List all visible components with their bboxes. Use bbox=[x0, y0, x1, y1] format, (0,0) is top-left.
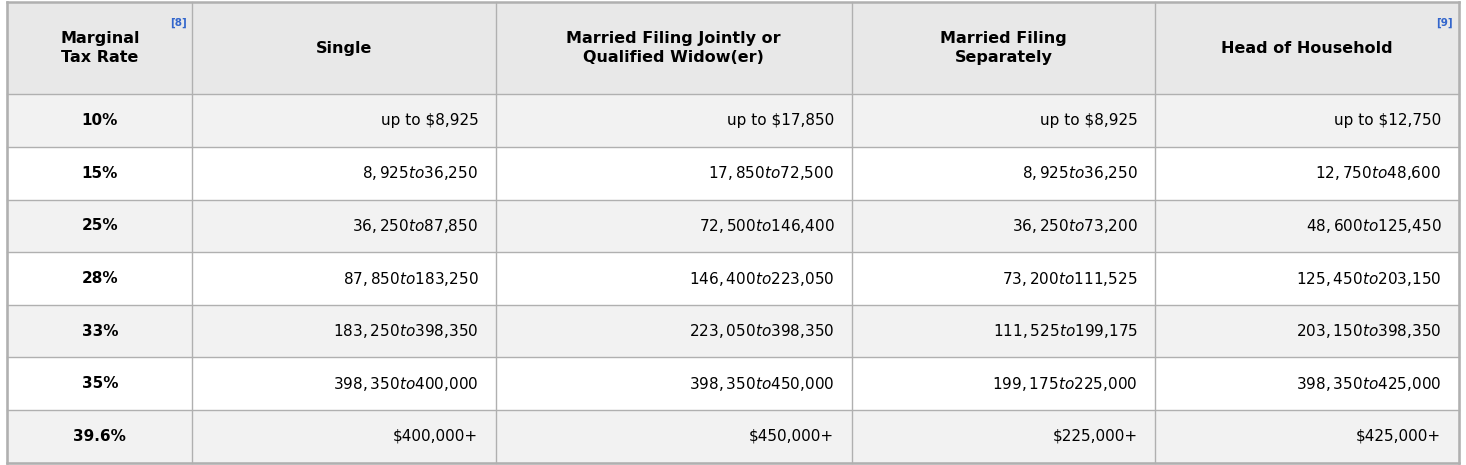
Bar bbox=[192, 94, 496, 147]
Text: [8]: [8] bbox=[170, 18, 186, 28]
Bar bbox=[852, 94, 1155, 147]
Text: $72,500 to $146,400: $72,500 to $146,400 bbox=[699, 217, 834, 235]
Text: $225,000+: $225,000+ bbox=[1053, 429, 1138, 444]
Bar bbox=[192, 199, 496, 252]
Bar bbox=[496, 199, 852, 252]
Text: $17,850 to $72,500: $17,850 to $72,500 bbox=[708, 164, 834, 182]
Text: $223,050 to $398,350: $223,050 to $398,350 bbox=[689, 322, 834, 340]
Text: [9]: [9] bbox=[1437, 18, 1453, 28]
Text: 15%: 15% bbox=[82, 166, 117, 181]
Text: 10%: 10% bbox=[82, 113, 117, 128]
Text: $400,000+: $400,000+ bbox=[393, 429, 478, 444]
Text: 33%: 33% bbox=[82, 324, 119, 339]
Bar bbox=[496, 252, 852, 305]
Text: $398,350 to $400,000: $398,350 to $400,000 bbox=[333, 375, 478, 393]
Text: $398,350 to $450,000: $398,350 to $450,000 bbox=[689, 375, 834, 393]
Bar bbox=[7, 94, 192, 147]
Text: $425,000+: $425,000+ bbox=[1356, 429, 1441, 444]
Bar bbox=[192, 2, 496, 94]
Bar bbox=[496, 147, 852, 199]
Bar bbox=[496, 94, 852, 147]
Bar bbox=[1155, 2, 1459, 94]
Bar bbox=[7, 2, 192, 94]
Bar bbox=[192, 147, 496, 199]
Bar bbox=[1155, 252, 1459, 305]
Bar bbox=[1155, 305, 1459, 358]
Text: Head of Household: Head of Household bbox=[1221, 41, 1393, 56]
Text: $8,925 to $36,250: $8,925 to $36,250 bbox=[362, 164, 478, 182]
Text: $36,250 to $73,200: $36,250 to $73,200 bbox=[1012, 217, 1138, 235]
Bar bbox=[192, 410, 496, 463]
Bar bbox=[7, 252, 192, 305]
Text: Single: Single bbox=[315, 41, 372, 56]
Text: $450,000+: $450,000+ bbox=[749, 429, 834, 444]
Bar bbox=[1155, 358, 1459, 410]
Bar bbox=[7, 199, 192, 252]
Text: $125,450 to $203,150: $125,450 to $203,150 bbox=[1296, 270, 1441, 287]
Bar bbox=[192, 358, 496, 410]
Bar bbox=[852, 358, 1155, 410]
Bar bbox=[7, 410, 192, 463]
Text: $199,175 to $225,000: $199,175 to $225,000 bbox=[992, 375, 1138, 393]
Bar bbox=[7, 147, 192, 199]
Text: $73,200 to $111,525: $73,200 to $111,525 bbox=[1003, 270, 1138, 287]
Text: $87,850 to $183,250: $87,850 to $183,250 bbox=[343, 270, 478, 287]
Text: $203,150 to $398,350: $203,150 to $398,350 bbox=[1296, 322, 1441, 340]
Text: Marginal
Tax Rate: Marginal Tax Rate bbox=[60, 31, 139, 66]
Text: 28%: 28% bbox=[82, 271, 119, 286]
Bar bbox=[852, 305, 1155, 358]
Bar bbox=[852, 410, 1155, 463]
Text: $111,525 to $199,175: $111,525 to $199,175 bbox=[992, 322, 1138, 340]
Text: Married Filing Jointly or
Qualified Widow(er): Married Filing Jointly or Qualified Wido… bbox=[566, 31, 781, 66]
Text: $12,750 to $48,600: $12,750 to $48,600 bbox=[1315, 164, 1441, 182]
Bar bbox=[496, 410, 852, 463]
Text: up to $8,925: up to $8,925 bbox=[1039, 113, 1138, 128]
Bar bbox=[192, 305, 496, 358]
Text: 35%: 35% bbox=[82, 376, 119, 391]
Text: $398,350 to $425,000: $398,350 to $425,000 bbox=[1296, 375, 1441, 393]
Bar bbox=[852, 252, 1155, 305]
Bar bbox=[852, 199, 1155, 252]
Bar bbox=[192, 252, 496, 305]
Text: 25%: 25% bbox=[82, 219, 119, 233]
Text: $36,250 to $87,850: $36,250 to $87,850 bbox=[352, 217, 478, 235]
Bar bbox=[7, 358, 192, 410]
Bar bbox=[1155, 199, 1459, 252]
Text: 39.6%: 39.6% bbox=[73, 429, 126, 444]
Text: $48,600 to $125,450: $48,600 to $125,450 bbox=[1306, 217, 1441, 235]
Bar bbox=[1155, 410, 1459, 463]
Text: Married Filing
Separately: Married Filing Separately bbox=[940, 31, 1067, 66]
Bar bbox=[496, 305, 852, 358]
Bar bbox=[1155, 147, 1459, 199]
Bar bbox=[852, 147, 1155, 199]
Bar bbox=[852, 2, 1155, 94]
Bar bbox=[1155, 94, 1459, 147]
Text: up to $12,750: up to $12,750 bbox=[1334, 113, 1441, 128]
Text: $146,400 to $223,050: $146,400 to $223,050 bbox=[689, 270, 834, 287]
Text: up to $8,925: up to $8,925 bbox=[381, 113, 478, 128]
Text: up to $17,850: up to $17,850 bbox=[727, 113, 834, 128]
Bar bbox=[496, 358, 852, 410]
Bar bbox=[7, 305, 192, 358]
Bar bbox=[496, 2, 852, 94]
Text: $8,925 to $36,250: $8,925 to $36,250 bbox=[1022, 164, 1138, 182]
Text: $183,250 to $398,350: $183,250 to $398,350 bbox=[333, 322, 478, 340]
